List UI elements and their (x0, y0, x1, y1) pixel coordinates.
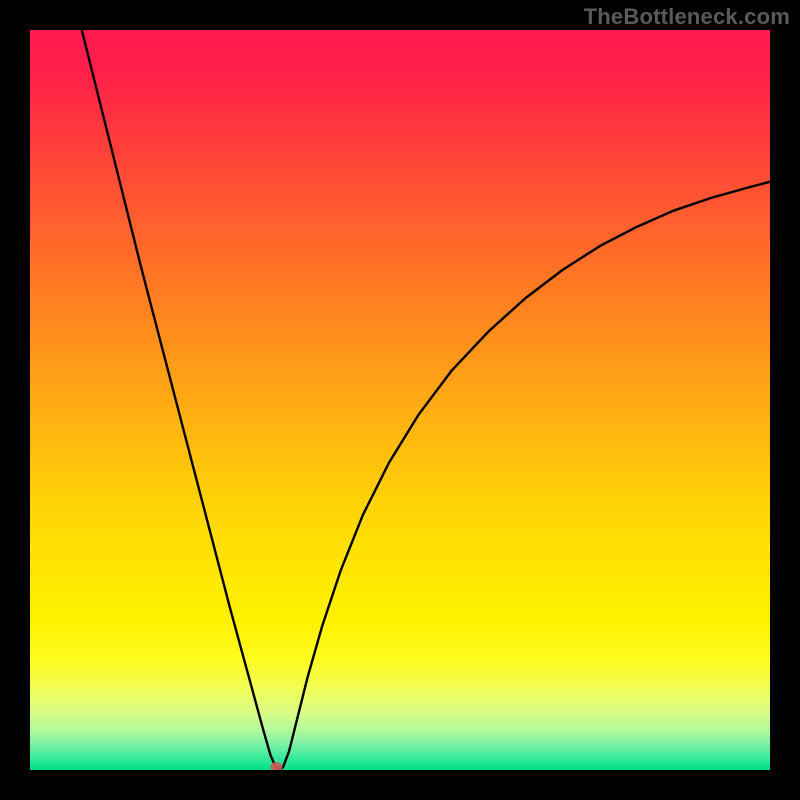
chart-frame: TheBottleneck.com (0, 0, 800, 800)
watermark-label: TheBottleneck.com (584, 4, 790, 30)
gradient-background (30, 30, 770, 770)
chart-svg (30, 30, 770, 770)
plot-area (30, 30, 770, 770)
